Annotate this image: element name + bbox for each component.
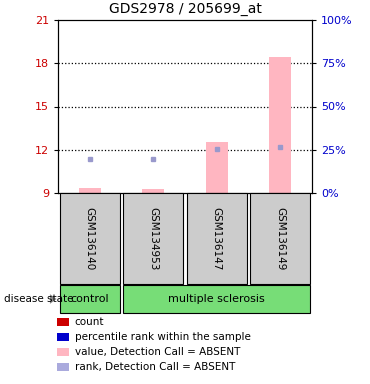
- Bar: [57, 318, 69, 326]
- Title: GDS2978 / 205699_at: GDS2978 / 205699_at: [108, 2, 262, 16]
- Text: GSM136149: GSM136149: [275, 207, 285, 270]
- Text: count: count: [75, 317, 104, 327]
- Text: GSM136140: GSM136140: [85, 207, 95, 270]
- Bar: [57, 333, 69, 341]
- Text: rank, Detection Call = ABSENT: rank, Detection Call = ABSENT: [75, 362, 235, 372]
- Bar: [124, 193, 183, 284]
- Bar: [269, 57, 291, 193]
- Text: control: control: [70, 294, 109, 304]
- Text: disease state: disease state: [4, 294, 73, 304]
- Bar: [206, 142, 228, 193]
- Bar: [79, 188, 101, 193]
- Text: GSM136147: GSM136147: [212, 207, 222, 270]
- Bar: [250, 193, 310, 284]
- Text: GSM134953: GSM134953: [148, 207, 158, 270]
- Bar: [142, 189, 164, 193]
- Bar: [124, 285, 310, 313]
- Text: percentile rank within the sample: percentile rank within the sample: [75, 332, 250, 342]
- Polygon shape: [50, 294, 57, 304]
- Bar: [60, 193, 120, 284]
- Text: multiple sclerosis: multiple sclerosis: [168, 294, 265, 304]
- Text: value, Detection Call = ABSENT: value, Detection Call = ABSENT: [75, 347, 240, 357]
- Bar: [57, 363, 69, 371]
- Bar: [57, 348, 69, 356]
- Bar: [60, 285, 120, 313]
- Bar: [187, 193, 246, 284]
